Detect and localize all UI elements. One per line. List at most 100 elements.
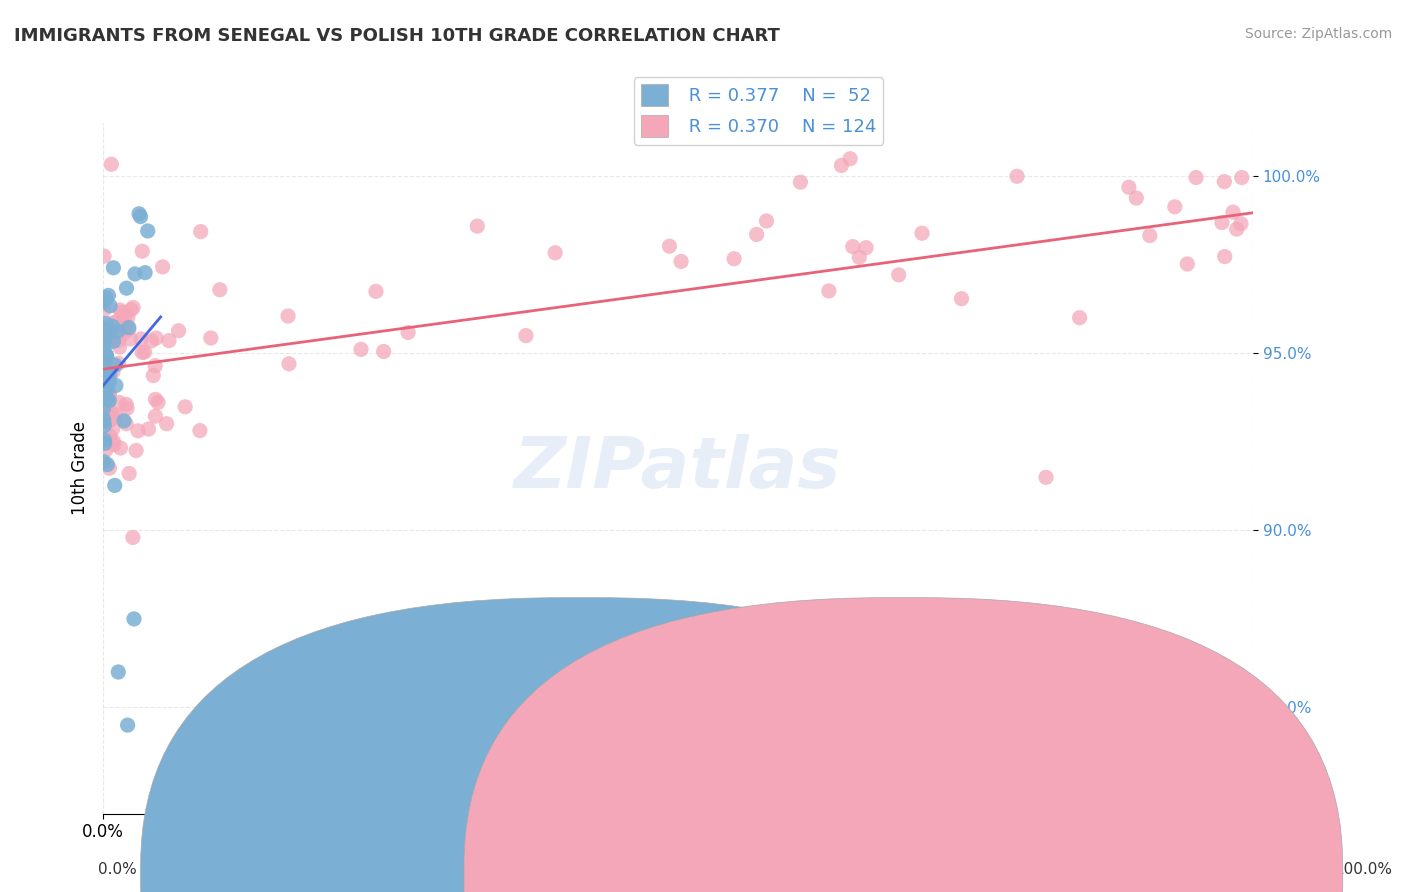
Poles	[108, 326, 131, 340]
Poles	[101, 365, 124, 379]
Poles	[855, 241, 877, 255]
Immigrants from Senegal	[134, 266, 156, 280]
Poles	[112, 326, 135, 341]
Text: Source: ZipAtlas.com: Source: ZipAtlas.com	[1244, 27, 1392, 41]
Poles	[101, 422, 124, 436]
Immigrants from Senegal	[93, 322, 115, 336]
Poles	[155, 417, 177, 431]
Poles	[98, 375, 121, 389]
Immigrants from Senegal	[93, 455, 115, 469]
Poles	[134, 345, 156, 359]
Immigrants from Senegal	[97, 288, 120, 302]
Poles	[110, 441, 132, 455]
Poles	[1230, 217, 1253, 231]
Poles	[152, 260, 174, 274]
Immigrants from Senegal	[96, 392, 118, 407]
Poles	[887, 268, 910, 282]
Poles	[101, 407, 124, 421]
Poles	[108, 395, 131, 409]
Poles	[373, 344, 395, 359]
Poles	[1175, 257, 1198, 271]
Poles	[91, 354, 114, 368]
Immigrants from Senegal	[98, 368, 121, 382]
Poles	[208, 283, 231, 297]
Poles	[115, 417, 138, 431]
Poles	[125, 443, 148, 458]
Poles	[1222, 205, 1244, 219]
Immigrants from Senegal	[91, 360, 114, 375]
Poles	[94, 401, 117, 416]
Immigrants from Senegal	[112, 414, 135, 428]
Poles	[396, 326, 419, 340]
Poles	[96, 380, 118, 394]
Poles	[96, 388, 118, 402]
Poles	[1005, 169, 1028, 184]
Poles	[138, 422, 160, 436]
Poles	[145, 331, 167, 345]
Poles	[830, 159, 852, 173]
Poles	[108, 302, 131, 317]
Immigrants from Senegal	[117, 718, 139, 732]
Poles	[188, 424, 211, 438]
Immigrants from Senegal	[94, 334, 117, 348]
Poles	[842, 239, 865, 253]
Poles	[101, 410, 124, 425]
Poles	[101, 332, 124, 346]
Poles	[1139, 228, 1161, 243]
Poles	[127, 424, 149, 438]
Poles	[1211, 216, 1233, 230]
Poles	[465, 219, 488, 233]
Immigrants from Senegal	[91, 412, 114, 426]
Poles	[120, 332, 142, 346]
Immigrants from Senegal	[93, 418, 115, 433]
Immigrants from Senegal	[104, 478, 127, 492]
Immigrants from Senegal	[93, 294, 115, 309]
Immigrants from Senegal	[93, 414, 115, 428]
Poles	[544, 245, 567, 260]
Immigrants from Senegal	[93, 433, 115, 447]
Poles	[129, 332, 152, 346]
Poles	[94, 359, 117, 374]
Poles	[1035, 470, 1057, 484]
Poles	[277, 309, 299, 323]
Poles	[122, 301, 145, 315]
Immigrants from Senegal	[98, 299, 121, 313]
Poles	[107, 356, 129, 370]
Immigrants from Senegal	[104, 378, 127, 392]
Poles	[98, 429, 121, 443]
Poles	[839, 152, 862, 166]
Poles	[1185, 170, 1208, 185]
Poles	[93, 302, 115, 317]
Poles	[848, 251, 870, 265]
Poles	[200, 331, 222, 345]
Poles	[115, 397, 138, 411]
Immigrants from Senegal	[94, 386, 117, 401]
Poles	[108, 340, 131, 354]
Poles	[98, 461, 121, 475]
Poles	[789, 175, 811, 189]
Immigrants from Senegal	[93, 379, 115, 393]
Poles	[104, 316, 127, 330]
Poles	[94, 295, 117, 310]
Poles	[97, 354, 120, 368]
Immigrants from Senegal	[94, 291, 117, 305]
Immigrants from Senegal	[122, 612, 145, 626]
Poles	[103, 315, 125, 329]
Poles	[174, 400, 197, 414]
Poles	[658, 239, 681, 253]
Poles	[745, 227, 768, 242]
Poles	[98, 334, 121, 349]
Immigrants from Senegal	[93, 343, 115, 357]
Poles	[1230, 170, 1253, 185]
Poles	[103, 358, 125, 372]
Immigrants from Senegal	[94, 328, 117, 343]
Poles	[1125, 191, 1147, 205]
Poles	[93, 379, 115, 393]
Poles	[515, 328, 537, 343]
Poles	[100, 321, 122, 335]
Immigrants from Senegal	[94, 354, 117, 368]
Poles	[278, 357, 301, 371]
Poles	[145, 392, 167, 407]
Poles	[1118, 180, 1140, 194]
Poles	[103, 434, 125, 449]
